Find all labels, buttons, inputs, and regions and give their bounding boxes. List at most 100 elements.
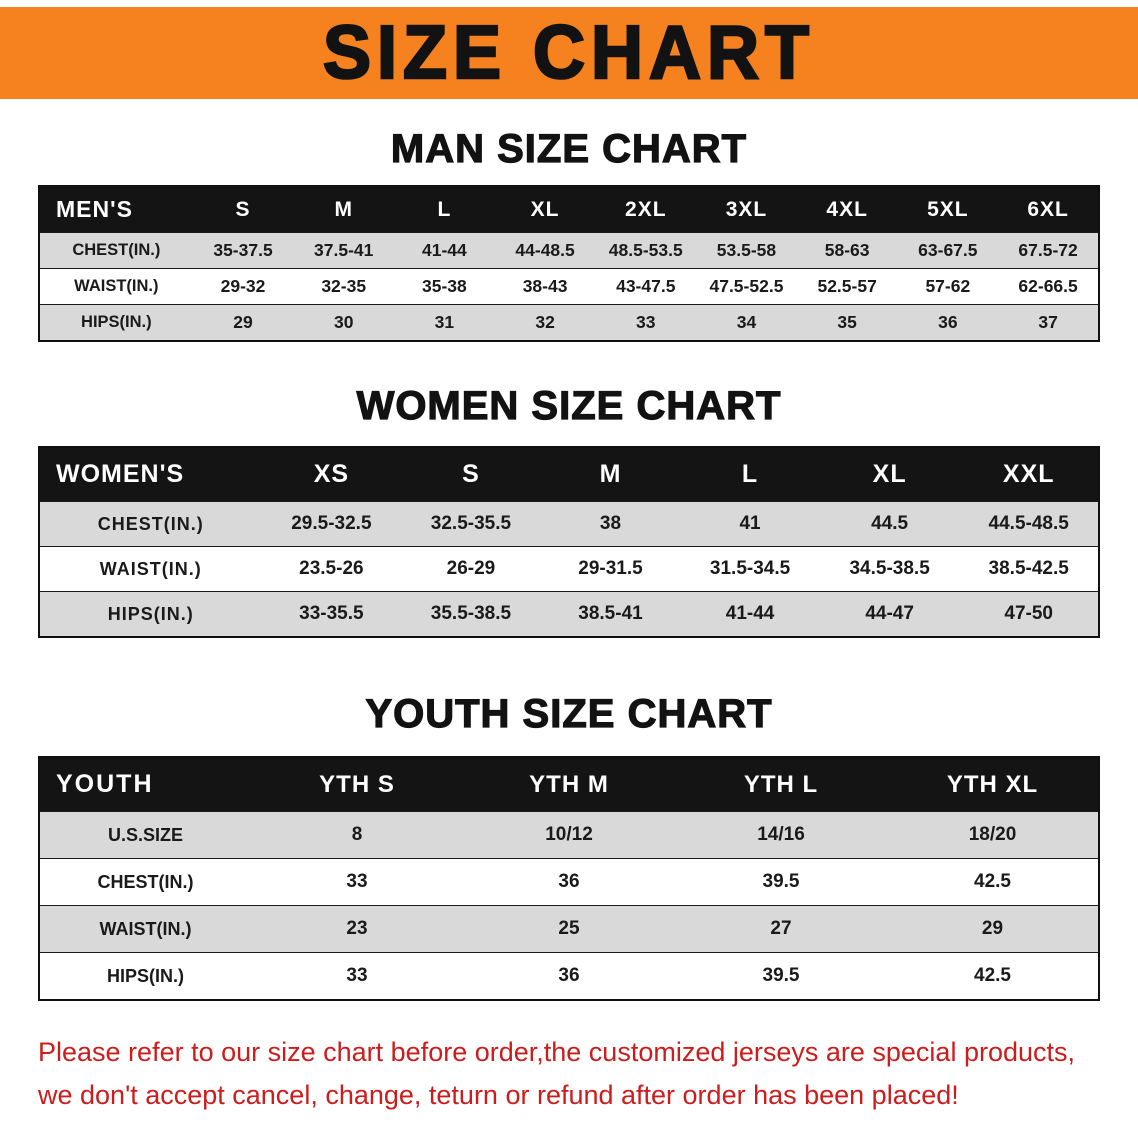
header-row: WOMEN'S XS S M L XL XXL [39, 447, 1099, 502]
value-cell: 31.5-34.5 [680, 546, 820, 592]
value-cell: 34.5-38.5 [819, 546, 960, 592]
value-cell: 38 [540, 501, 681, 547]
size-header-cell: M [293, 186, 395, 233]
value-cell: 36 [463, 858, 675, 906]
table-label-cell: MEN'S [39, 186, 193, 233]
value-cell: 48.5-53.5 [595, 232, 697, 269]
row-label-cell: WAIST(IN.) [39, 546, 262, 592]
value-cell: 63-67.5 [897, 232, 999, 269]
size-header-cell: 3XL [696, 186, 797, 233]
row-label-cell: CHEST(IN.) [39, 232, 193, 269]
value-cell: 42.5 [887, 952, 1099, 1000]
disclaimer: Please refer to our size chart before or… [0, 1031, 1138, 1117]
value-cell: 57-62 [897, 268, 999, 305]
size-header-cell: YTH M [463, 757, 675, 812]
women-size-table: WOMEN'S XS S M L XL XXL CHEST(IN.) 29.5-32.5 32.5… [38, 446, 1100, 638]
table-row: WAIST(IN.) 23 25 27 29 [39, 905, 1099, 953]
value-cell: 26-29 [401, 546, 541, 592]
men-section-heading: MAN SIZE CHART [390, 127, 748, 171]
banner: SIZE CHART [0, 7, 1138, 99]
value-cell: 31 [394, 304, 495, 341]
women-section-heading: WOMEN SIZE CHART [356, 384, 782, 428]
size-header-cell: 4XL [796, 186, 898, 233]
section-youth-size-chart: YOUTH SIZE CHART YOUTH YTH S YTH M YTH L YTH… [0, 693, 1138, 1001]
value-cell: 32 [494, 304, 596, 341]
value-cell: 35-37.5 [192, 232, 294, 269]
value-cell: 41 [680, 501, 820, 547]
table-label-cell: YOUTH [39, 757, 251, 812]
value-cell: 44-48.5 [494, 232, 596, 269]
row-label-cell: HIPS(IN.) [39, 304, 193, 341]
size-header-cell: L [394, 186, 495, 233]
value-cell: 67.5-72 [998, 232, 1099, 269]
value-cell: 38.5-41 [540, 591, 681, 637]
value-cell: 35 [796, 304, 898, 341]
value-cell: 35.5-38.5 [401, 591, 541, 637]
header-row: MEN'S S M L XL 2XL 3XL 4XL 5XL 6XL [39, 186, 1099, 233]
size-header-cell: 5XL [897, 186, 999, 233]
page-title: SIZE CHART [322, 11, 815, 95]
value-cell: 29-32 [192, 268, 294, 305]
men-size-table: MEN'S S M L XL 2XL 3XL 4XL 5XL 6XL CHEST(IN.) 35-37… [38, 185, 1100, 342]
size-header-cell: YTH XL [887, 757, 1099, 812]
size-header-cell: M [540, 447, 681, 502]
value-cell: 34 [696, 304, 797, 341]
value-cell: 29 [192, 304, 294, 341]
value-cell: 47-50 [959, 591, 1099, 637]
size-header-cell: YTH L [675, 757, 887, 812]
value-cell: 14/16 [675, 811, 887, 859]
value-cell: 39.5 [675, 858, 887, 906]
table-row: CHEST(IN.) 33 36 39.5 42.5 [39, 858, 1099, 906]
row-label-cell: CHEST(IN.) [39, 858, 251, 906]
value-cell: 35-38 [394, 268, 495, 305]
size-header-cell: S [192, 186, 294, 233]
size-header-cell: XL [494, 186, 596, 233]
size-header-cell: 6XL [998, 186, 1099, 233]
value-cell: 52.5-57 [796, 268, 898, 305]
row-label-cell: WAIST(IN.) [39, 905, 251, 953]
table-row: HIPS(IN.) 29 30 31 32 33 34 35 36 37 [39, 304, 1099, 341]
value-cell: 32-35 [293, 268, 395, 305]
size-header-cell: 2XL [595, 186, 697, 233]
value-cell: 37 [998, 304, 1099, 341]
value-cell: 38-43 [494, 268, 596, 305]
value-cell: 29-31.5 [540, 546, 681, 592]
value-cell: 47.5-52.5 [696, 268, 797, 305]
disclaimer-line-2: we don't accept cancel, change, teturn o… [38, 1080, 959, 1111]
value-cell: 27 [675, 905, 887, 953]
row-label-cell: CHEST(IN.) [39, 501, 262, 547]
youth-size-table: YOUTH YTH S YTH M YTH L YTH XL U.S.SIZE 8 10/12… [38, 756, 1100, 1001]
value-cell: 23.5-26 [261, 546, 402, 592]
section-women-size-chart: WOMEN SIZE CHART WOMEN'S XS S M L XL XXL CHEST(… [0, 384, 1138, 638]
table-row: CHEST(IN.) 35-37.5 37.5-41 41-44 44-48.5 48.5… [39, 232, 1099, 269]
size-header-cell: L [680, 447, 820, 502]
row-label-cell: U.S.SIZE [39, 811, 251, 859]
value-cell: 41-44 [394, 232, 495, 269]
value-cell: 44.5-48.5 [959, 501, 1099, 547]
table-row: CHEST(IN.) 29.5-32.5 32.5-35.5 38 41 44.5 44.5… [39, 501, 1099, 547]
size-header-cell: XS [261, 447, 402, 502]
table-row: U.S.SIZE 8 10/12 14/16 18/20 [39, 811, 1099, 859]
row-label-cell: WAIST(IN.) [39, 268, 193, 305]
value-cell: 43-47.5 [595, 268, 697, 305]
row-label-cell: HIPS(IN.) [39, 591, 262, 637]
value-cell: 33-35.5 [261, 591, 402, 637]
row-label-cell: HIPS(IN.) [39, 952, 251, 1000]
value-cell: 8 [251, 811, 463, 859]
value-cell: 33 [595, 304, 697, 341]
value-cell: 38.5-42.5 [959, 546, 1099, 592]
value-cell: 37.5-41 [293, 232, 395, 269]
value-cell: 32.5-35.5 [401, 501, 541, 547]
value-cell: 18/20 [887, 811, 1099, 859]
value-cell: 41-44 [680, 591, 820, 637]
value-cell: 29.5-32.5 [261, 501, 402, 547]
size-header-cell: XXL [959, 447, 1099, 502]
value-cell: 29 [887, 905, 1099, 953]
value-cell: 36 [463, 952, 675, 1000]
value-cell: 23 [251, 905, 463, 953]
table-row: WAIST(IN.) 23.5-26 26-29 29-31.5 31.5-34.5 34… [39, 546, 1099, 592]
value-cell: 58-63 [796, 232, 898, 269]
value-cell: 33 [251, 952, 463, 1000]
table-label-cell: WOMEN'S [39, 447, 262, 502]
value-cell: 53.5-58 [696, 232, 797, 269]
